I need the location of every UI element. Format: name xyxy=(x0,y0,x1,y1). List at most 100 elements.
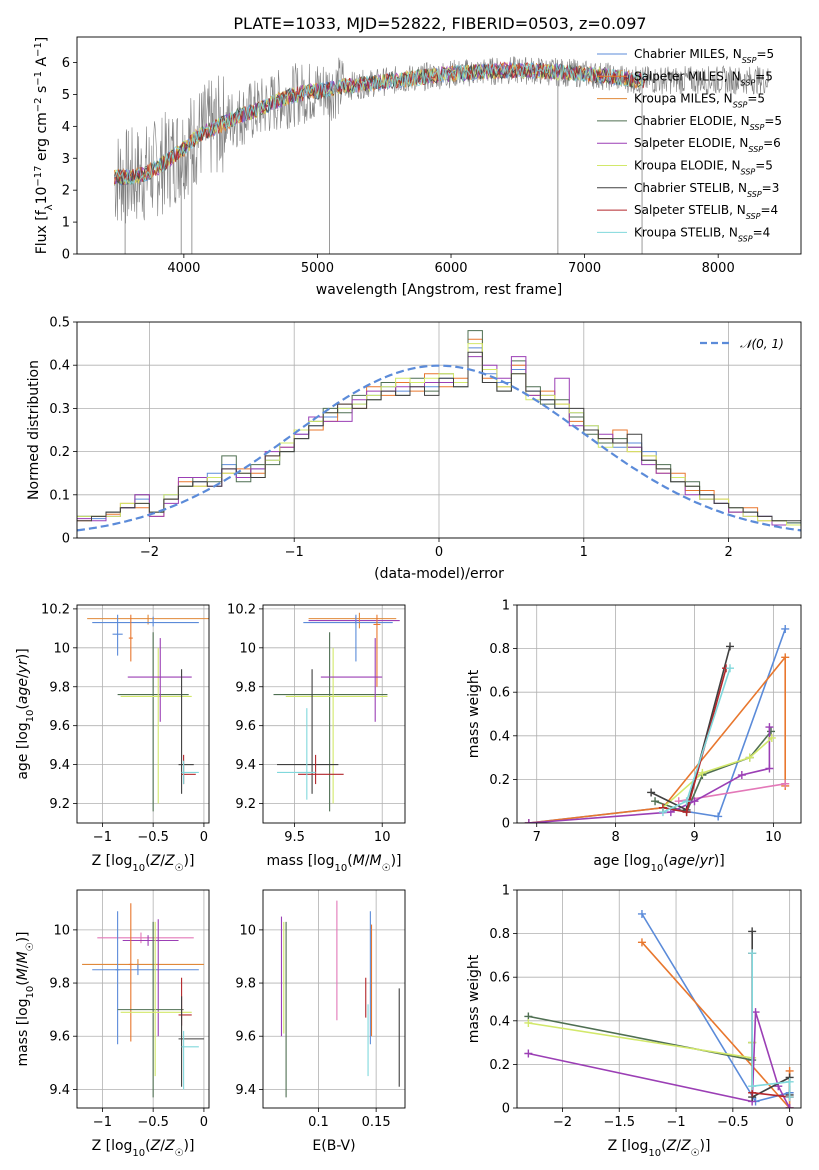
legend-label: Chabrier MILES, NSSP=5 xyxy=(634,47,774,65)
series-marker xyxy=(785,1093,794,1102)
data-point xyxy=(373,614,381,687)
x-axis-label: Z [log10(Z/Z☉)] xyxy=(608,1138,711,1159)
x-axis-label: Z [log10(Z/Z☉)] xyxy=(92,853,195,874)
plot-area xyxy=(263,605,405,823)
panel-mass-vs-Z: −1 −0.5 0 9.4 9.6 9.8 10 Z [log10(Z/Z☉)] mass [l… xyxy=(15,889,210,1159)
y-tick-label: 9.8 xyxy=(49,680,70,695)
y-tick-label: 0.2 xyxy=(49,445,70,460)
y-tick-label: 9.6 xyxy=(49,719,70,734)
x-axis-label: E(B-V) xyxy=(312,1138,355,1154)
x-tick-label: 6000 xyxy=(434,261,467,276)
series-line xyxy=(641,913,790,1103)
y-tick-label: 9.2 xyxy=(49,797,70,812)
series-marker xyxy=(765,723,774,732)
data-point xyxy=(285,647,388,804)
data-point xyxy=(122,935,179,946)
y-tick-label: 0 xyxy=(62,532,70,547)
x-tick-label: 4000 xyxy=(167,261,200,276)
series-line xyxy=(662,737,773,809)
series-marker xyxy=(767,727,776,736)
panel-mass-vs-EBV: 0.1 0.15 9.4 9.6 9.8 10 E(B-V) xyxy=(235,889,406,1154)
panel-age-vs-mass: 9.5 10 9.2 9.4 9.6 9.8 10 10.2 mass [log10(M/M☉)… xyxy=(227,602,406,874)
x-tick-label: −1 xyxy=(666,1115,685,1130)
y-tick-label: 10 xyxy=(239,641,256,656)
series-marker xyxy=(748,949,757,958)
y-tick-label: 5 xyxy=(62,88,70,103)
y-tick-label: 1 xyxy=(502,599,510,614)
y-tick-label: 1 xyxy=(62,216,70,231)
legend-label: Chabrier ELODIE, NSSP=5 xyxy=(634,114,782,131)
series-3 xyxy=(524,1012,757,1065)
model-spectrum-9 xyxy=(114,61,646,186)
axes-frame xyxy=(262,889,406,1109)
y-tick-label: 0.8 xyxy=(489,642,510,657)
x-tick-label: 0 xyxy=(435,545,443,560)
series-marker xyxy=(714,812,723,821)
x-tick-label: 5000 xyxy=(301,261,334,276)
histogram-6 xyxy=(77,351,801,522)
y-tick-label: 4 xyxy=(62,120,70,135)
y-tick-label: 10.2 xyxy=(227,602,256,617)
data-point xyxy=(181,1030,199,1090)
legend: Chabrier MILES, NSSP=5 Salpeter MILES, NS… xyxy=(597,47,782,243)
y-tick-label: 0.4 xyxy=(49,359,70,374)
x-tick-label: 0.1 xyxy=(308,1115,329,1130)
data-point xyxy=(277,708,316,800)
series-marker xyxy=(748,1082,757,1091)
series-marker xyxy=(682,808,691,817)
x-tick-label: 10 xyxy=(765,830,782,845)
y-tick-label: 10.2 xyxy=(41,602,70,617)
y-tick-label: 1 xyxy=(502,884,510,899)
series-marker xyxy=(524,1049,533,1058)
data-point xyxy=(303,614,393,662)
axes-frame xyxy=(76,604,210,824)
data-point xyxy=(128,614,133,662)
x-tick-label: 9.5 xyxy=(284,830,305,845)
data-point xyxy=(92,964,199,976)
model-spectrum-8 xyxy=(113,61,646,186)
x-tick-label: 8 xyxy=(611,830,619,845)
data-point xyxy=(127,638,192,722)
y-tick-label: 9.4 xyxy=(49,1083,70,1098)
x-tick-label: 0 xyxy=(200,1115,208,1130)
series-marker xyxy=(726,664,734,673)
legend-label: Salpeter MILES, NSSP=5 xyxy=(634,69,773,87)
y-axis-label: mass [log10(M/M☉)] xyxy=(15,931,36,1066)
series-marker xyxy=(524,1018,533,1027)
plot-area xyxy=(517,605,801,823)
series-marker xyxy=(647,788,656,797)
x-axis-label: (data-model)/error xyxy=(374,566,504,582)
x-tick-label: 10 xyxy=(374,830,391,845)
data-point xyxy=(82,959,204,970)
x-tick-label: −1 xyxy=(285,545,304,560)
y-tick-label: 0.4 xyxy=(489,1014,510,1029)
x-tick-label: 9 xyxy=(690,830,698,845)
series-line xyxy=(678,783,786,802)
legend-label: Kroupa STELIB, NSSP=4 xyxy=(634,225,770,243)
y-axis-label: mass weight xyxy=(466,669,482,758)
y-tick-label: 0 xyxy=(62,248,70,263)
x-tick-label: 0 xyxy=(785,1115,793,1130)
series-marker xyxy=(767,733,776,742)
y-tick-label: 0.4 xyxy=(489,729,510,744)
y-tick-label: 3 xyxy=(62,152,70,167)
x-axis-label: mass [log10(M/M☉)] xyxy=(266,853,401,874)
observed-spectrum xyxy=(114,56,770,224)
series-5 xyxy=(524,723,774,823)
data-point xyxy=(277,669,339,794)
x-tick-label: −0.5 xyxy=(137,830,169,845)
x-axis-label: wavelength [Angstrom, rest frame] xyxy=(316,282,562,298)
panel-spectrum: 4000 5000 6000 7000 8000 0 1 2 3 4 5 6 wavelength [A… xyxy=(33,36,802,298)
series-line xyxy=(528,655,787,823)
series-1 xyxy=(637,909,794,1106)
data-point xyxy=(308,612,397,629)
data-point xyxy=(273,632,388,812)
series-marker xyxy=(781,624,790,633)
x-axis-label: Z [log10(Z/Z☉)] xyxy=(92,1138,195,1159)
y-tick-label: 9.6 xyxy=(235,1030,256,1045)
data-point xyxy=(97,932,194,944)
series-marker xyxy=(637,909,646,918)
series-line xyxy=(751,953,790,1098)
axes-frame xyxy=(76,889,210,1109)
axes-frame xyxy=(516,604,802,824)
